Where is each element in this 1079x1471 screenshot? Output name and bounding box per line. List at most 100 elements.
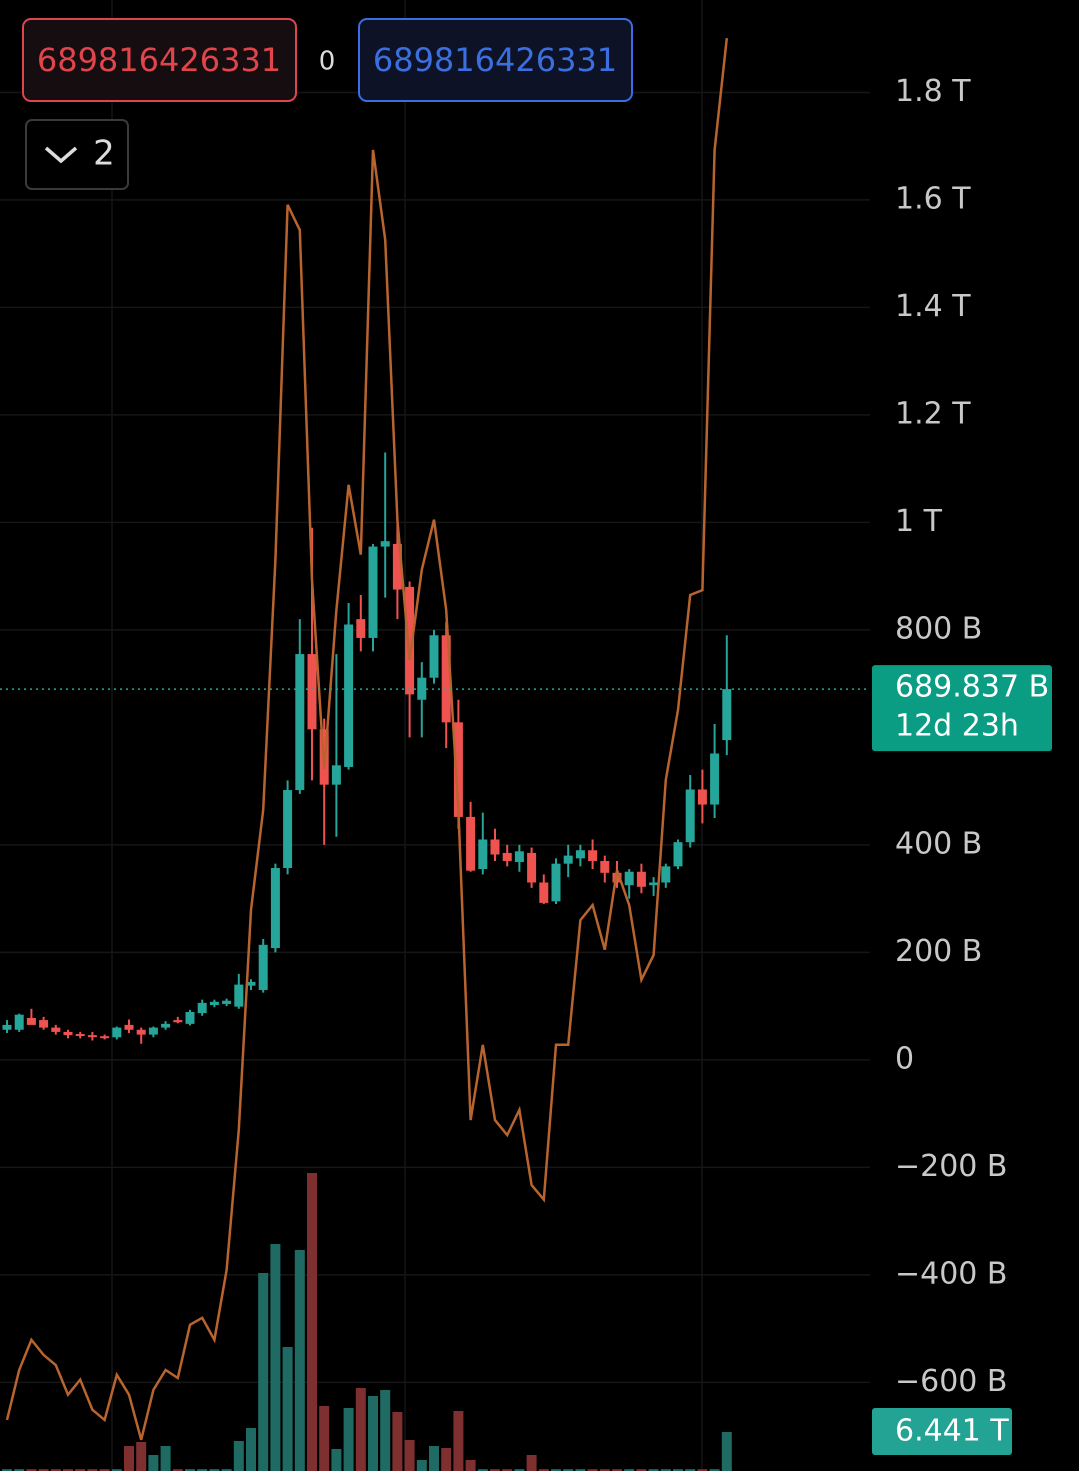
y-tick-label: 1 T — [895, 504, 943, 539]
volume-bar — [526, 1454, 537, 1471]
candle-body — [307, 654, 317, 730]
volume-bar — [50, 1469, 61, 1471]
right-value: 689816426331 — [373, 41, 617, 79]
collapse-button[interactable] — [25, 119, 129, 190]
chevron-icon — [44, 146, 78, 164]
candle-body — [14, 1014, 24, 1030]
candle-body — [75, 1034, 85, 1037]
y-tick-label: −200 B — [895, 1149, 1008, 1184]
candle-body — [368, 546, 378, 638]
candle-body — [649, 882, 659, 886]
candle-body — [380, 541, 390, 547]
volume-bar — [270, 1243, 281, 1471]
middle-value: 0 — [319, 47, 336, 77]
candle-body — [453, 722, 463, 817]
candle-body — [63, 1031, 73, 1036]
toolbar: 689816426331 0 689816426331 2 — [22, 18, 633, 190]
volume-bar — [441, 1447, 452, 1471]
volume-bar — [75, 1469, 86, 1471]
volume-bar — [465, 1459, 476, 1471]
volume-label-box — [872, 1407, 1012, 1455]
y-tick-label: −400 B — [895, 1256, 1008, 1291]
volume-bar — [648, 1469, 659, 1471]
y-tick-label: 1.4 T — [895, 289, 971, 324]
candle-body — [100, 1036, 110, 1039]
y-tick-label: 800 B — [895, 611, 982, 646]
right-box[interactable] — [358, 18, 633, 102]
volume-bar — [502, 1469, 513, 1471]
candle-body — [429, 635, 439, 678]
grid — [0, 0, 870, 1471]
candle-body — [441, 635, 451, 723]
candle-body — [356, 619, 366, 638]
volume-bar — [368, 1395, 378, 1471]
volume-bar — [636, 1469, 647, 1471]
volume-bar — [612, 1469, 622, 1471]
candle-body — [51, 1027, 61, 1032]
candle-body — [222, 1000, 232, 1004]
indicator-line — [5, 38, 729, 1441]
volume-bar — [282, 1346, 293, 1471]
last-price-label: 689.837 B — [895, 670, 1049, 705]
volume-bar — [148, 1454, 159, 1471]
candle-body — [87, 1035, 97, 1038]
volume-bar — [172, 1469, 183, 1471]
countdown-label: 12d 23h — [895, 709, 1019, 744]
left-value: 689816426331 — [37, 41, 281, 79]
volume-bar — [124, 1445, 134, 1471]
candle-body — [258, 944, 268, 990]
candle-body — [514, 851, 524, 863]
y-tick-label: 0 — [895, 1041, 914, 1076]
volume-bar — [136, 1441, 147, 1471]
candle-body — [209, 1001, 219, 1006]
candle-body — [588, 850, 598, 861]
plot — [0, 38, 870, 1441]
y-tick-label: 1.2 T — [895, 396, 971, 431]
volume-bar — [575, 1469, 586, 1471]
volume-bar — [477, 1469, 488, 1471]
candle-body — [539, 882, 549, 903]
candle-body — [697, 789, 707, 805]
candle-body — [26, 1017, 36, 1025]
volume-bar — [2, 1469, 12, 1471]
candle-body — [502, 852, 512, 861]
candle-body — [246, 981, 256, 986]
left-box[interactable] — [22, 18, 297, 102]
volume-bar — [709, 1469, 720, 1471]
candle-body — [527, 852, 537, 883]
volume-bar — [319, 1405, 330, 1471]
price-label-box — [872, 665, 1052, 752]
volume-bar — [660, 1469, 671, 1471]
candle-body — [148, 1027, 158, 1035]
y-tick-label: −600 B — [895, 1364, 1008, 1399]
volume-label: 6.441 T — [895, 1413, 1009, 1448]
volume-bar — [392, 1411, 403, 1471]
candle-body — [600, 860, 610, 873]
candle-body — [185, 1012, 195, 1024]
candle-body — [112, 1027, 122, 1038]
volume-bar — [404, 1439, 415, 1471]
y-tick-label: 1.6 T — [895, 181, 971, 216]
volume-bar — [209, 1469, 220, 1471]
candle-body — [161, 1023, 171, 1028]
volume-bar — [673, 1469, 683, 1471]
candle-body — [490, 839, 500, 855]
volume-bar — [551, 1469, 561, 1471]
volume-bar — [697, 1469, 708, 1471]
volume-bar — [355, 1387, 366, 1471]
y-tick-label: 400 B — [895, 826, 982, 861]
volume-bar — [221, 1469, 232, 1471]
candle-body — [685, 789, 695, 843]
volume-bar — [197, 1469, 208, 1471]
volume-pane — [2, 1172, 732, 1471]
y-tick-label: 1.8 T — [895, 74, 971, 109]
volume-bar — [246, 1427, 256, 1471]
volume-bar — [258, 1272, 269, 1471]
candle-body — [661, 866, 671, 883]
candle-body — [673, 842, 683, 867]
volume-bar — [380, 1389, 391, 1471]
candle-body — [405, 586, 415, 695]
candle-body — [283, 790, 293, 868]
candle-body — [197, 1002, 207, 1014]
volume-bar — [185, 1469, 195, 1471]
